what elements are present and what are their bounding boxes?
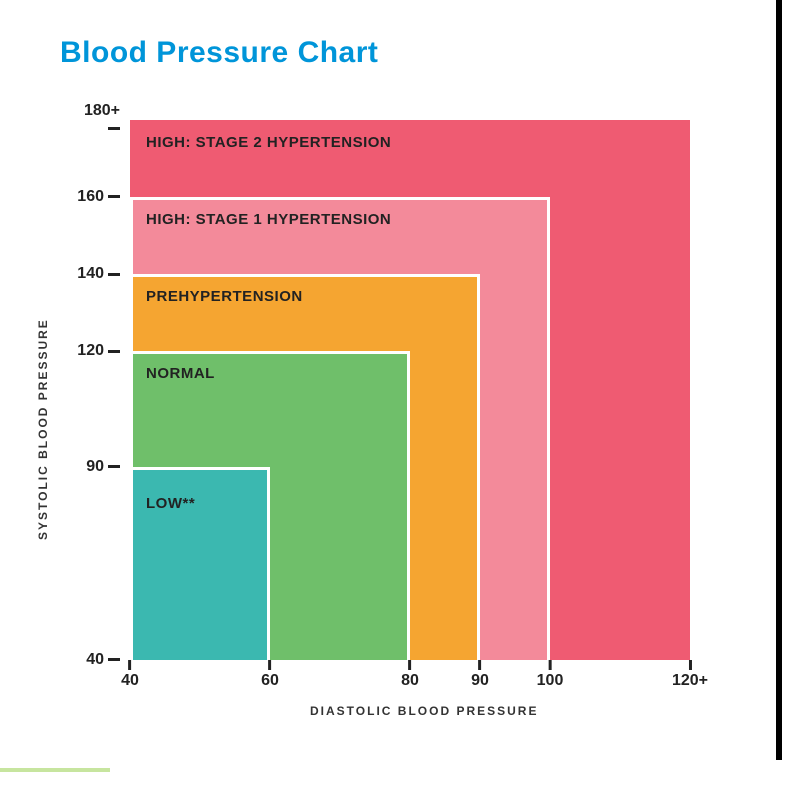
tick-mark [108,350,120,353]
y-tick: 90 [70,458,120,476]
x-tick: 100 [537,660,564,690]
x-tick-label: 100 [537,672,564,689]
zone-label-normal: NORMAL [146,365,215,382]
tick-mark [108,658,120,661]
zone-label-prehyp: PREHYPERTENSION [146,288,303,305]
tick-mark [108,127,120,130]
plot-area: HIGH: STAGE 2 HYPERTENSION HIGH: STAGE 1 … [130,120,690,660]
bp-chart: HIGH: STAGE 2 HYPERTENSION HIGH: STAGE 1 … [130,120,690,660]
page: Blood Pressure Chart HIGH: STAGE 2 HYPER… [0,0,800,800]
y-tick: 120 [70,342,120,360]
x-axis-label: DIASTOLIC BLOOD PRESSURE [310,704,538,718]
zone-label-low: LOW** [146,495,195,512]
right-border-bar [776,0,782,760]
x-tick-label: 90 [471,672,489,689]
y-tick-label: 90 [86,458,104,475]
zone-label-stage2: HIGH: STAGE 2 HYPERTENSION [146,134,391,151]
bottom-accent-bar [0,768,110,772]
chart-title: Blood Pressure Chart [60,36,378,70]
y-axis-label: SYSTOLIC BLOOD PRESSURE [36,318,50,540]
tick-mark [548,660,551,670]
tick-mark [268,660,271,670]
y-tick-label: 40 [86,651,104,668]
y-tick-label: 160 [77,188,104,205]
x-tick-label: 60 [261,672,279,689]
x-tick-label: 80 [401,672,419,689]
y-tick-label: 120 [77,342,104,359]
x-tick: 60 [261,660,279,690]
x-tick-label: 120+ [672,672,708,689]
y-tick: 40 [70,651,120,669]
tick-mark [108,195,120,198]
x-tick: 120+ [672,660,708,690]
y-tick: 160 [70,188,120,206]
tick-mark [108,465,120,468]
tick-mark [408,660,411,670]
y-tick-label: 140 [77,265,104,282]
y-tick-label: 180+ [84,102,120,119]
tick-mark [478,660,481,670]
y-tick: 180+ [70,102,120,138]
x-tick: 40 [121,660,139,690]
x-tick-label: 40 [121,672,139,689]
tick-mark [128,660,131,670]
zone-label-stage1: HIGH: STAGE 1 HYPERTENSION [146,211,391,228]
tick-mark [688,660,691,670]
x-tick: 80 [401,660,419,690]
tick-mark [108,273,120,276]
y-tick: 140 [70,265,120,283]
x-tick: 90 [471,660,489,690]
